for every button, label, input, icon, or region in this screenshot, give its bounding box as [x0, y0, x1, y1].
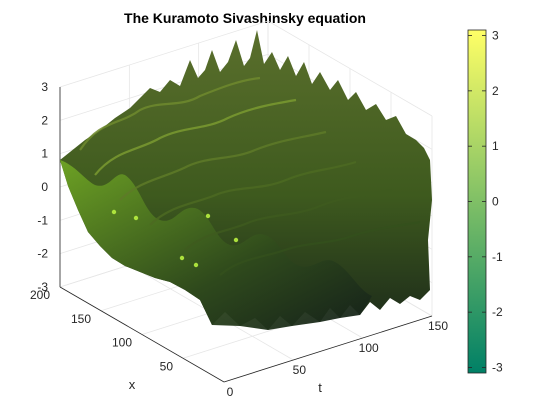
surface-highlight — [179, 255, 185, 261]
surface-plot — [60, 30, 432, 330]
z-tick-label: -1 — [37, 213, 48, 227]
chart-title: The Kuramoto Sivashinsky equation — [124, 10, 366, 26]
z-tick-label: 1 — [41, 147, 48, 161]
z-tick-label: 2 — [41, 113, 48, 127]
surface-ridge — [79, 76, 261, 151]
colorbar-tick-label: -2 — [492, 305, 503, 319]
surface-highlight — [193, 262, 199, 268]
x-tick-label: 100 — [112, 336, 132, 350]
t-tick-label: 50 — [293, 363, 307, 377]
x-tick-label: 200 — [30, 288, 50, 302]
y-axis-label: x — [129, 377, 136, 392]
x-tick-label: 150 — [71, 312, 91, 326]
z-tick-label: -3 — [37, 280, 48, 294]
t-tick-label: 0 — [227, 385, 234, 399]
z-tick-label: -2 — [37, 247, 48, 261]
t-axis-line — [223, 315, 433, 383]
surface-highlight — [133, 215, 139, 221]
surface-highlight — [205, 213, 211, 219]
surface-ridge — [219, 220, 421, 276]
x-tick-label: 50 — [160, 359, 174, 373]
surface-front-ridge — [60, 160, 372, 330]
surface-ridges — [79, 76, 421, 276]
x-axis-label: t — [318, 380, 322, 395]
colorbar-ticks: -3 -2 -1 0 1 2 3 — [468, 29, 503, 374]
colorbar-tick-label: -1 — [492, 250, 503, 264]
z-tick-label: 0 — [41, 180, 48, 194]
axis-ticks: -3 -2 -1 0 1 2 3 0 50 100 150 50 100 150 200 — [30, 80, 448, 399]
colorbar-tick-label: 2 — [492, 84, 499, 98]
colorbar: -3 -2 -1 0 1 2 3 — [467, 29, 503, 374]
z-tick-label: 3 — [41, 80, 48, 94]
surface-highlight — [233, 237, 239, 243]
colorbar-tick-label: 1 — [492, 139, 499, 153]
surface-ridge — [184, 188, 393, 251]
surface-highlight — [111, 209, 117, 215]
surface-ridge — [94, 98, 297, 176]
colorbar-tick-label: -3 — [492, 360, 503, 374]
surface-ridge — [119, 130, 327, 201]
x-axis-line — [59, 286, 225, 383]
colorbar-tick-label: 3 — [492, 29, 499, 43]
t-tick-label: 100 — [359, 341, 379, 355]
colorbar-tick-label: 0 — [492, 195, 499, 209]
t-tick-label: 150 — [428, 319, 448, 333]
surface-ridge — [149, 160, 357, 226]
